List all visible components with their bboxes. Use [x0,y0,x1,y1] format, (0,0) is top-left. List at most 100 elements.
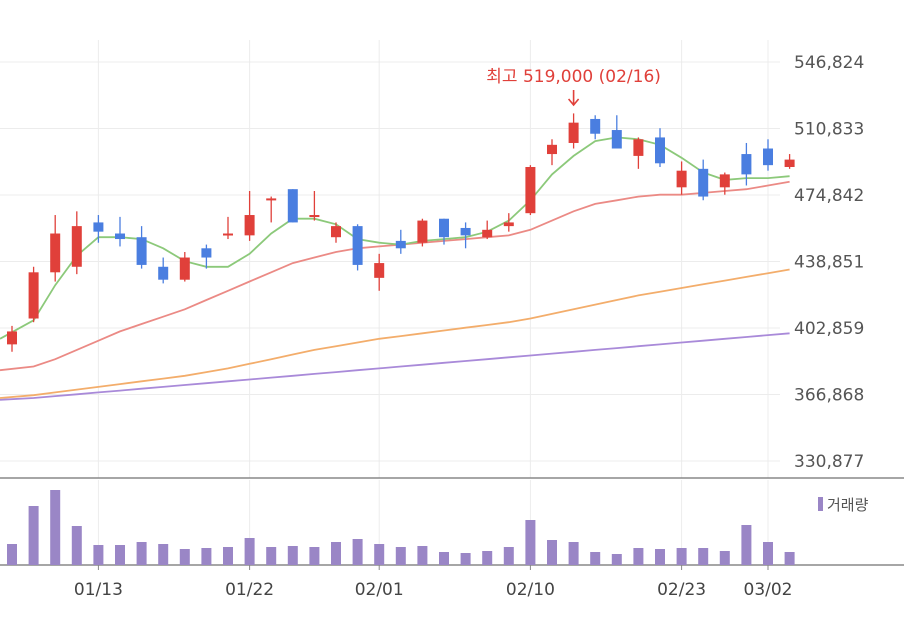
volume-bar [590,552,601,565]
ma60-line [0,268,790,399]
candle [741,142,752,186]
ma120-line [0,332,790,401]
volume-bar [50,490,61,565]
candle-body [590,118,601,134]
candle [655,128,665,167]
volume-bar [201,548,212,565]
volume-bars [7,490,795,565]
candle-body [136,237,147,265]
candle-body [93,222,104,232]
candle [676,161,687,195]
volume-bar [352,539,363,565]
candle-body [395,240,406,249]
volume-bar [395,547,406,565]
candle-body [50,233,61,273]
candle [374,253,385,291]
volume-bar [331,542,341,565]
high-annotation: 최고 519,000 (02/16) [486,67,661,107]
volume-bar [547,540,557,565]
candle [763,139,773,171]
y-tick-label: 438,851 [794,252,864,272]
candle [28,266,39,323]
y-tick-label: 510,833 [794,119,864,139]
volume-bar [719,551,730,565]
candle-body [352,226,363,265]
candle-body [7,331,17,345]
volume-bar [7,544,17,565]
candle-body [28,272,39,319]
candle [568,113,579,149]
volume-bar [676,548,687,565]
volume-bar [244,538,255,565]
candle [482,220,493,240]
volume-bar [611,554,622,565]
candle-body [525,166,536,214]
moving-average-lines [0,136,790,401]
candle-body [287,189,298,223]
candlesticks [7,113,795,352]
arrow-down-icon [567,90,580,107]
y-tick-label: 546,824 [794,53,864,73]
volume-grid [97,480,769,565]
candle-body [115,233,125,240]
candle-body [741,154,752,175]
candle [287,189,298,223]
volume-bar [525,520,536,565]
grid [0,40,780,478]
price-axis: 546,824 510,833 474,842 438,851 402,859 366,8… [794,53,864,472]
volume-bar [266,547,277,565]
candle-body [633,139,644,156]
candle [719,172,730,195]
x-tick-label: 02/23 [657,580,706,600]
volume-legend-swatch [818,497,823,511]
x-tick-label: 03/02 [744,580,793,600]
candle-body [611,130,622,149]
candle [331,222,341,243]
date-axis: 01/13 01/22 02/01 02/10 02/23 03/02 [74,565,793,600]
candle [503,213,514,232]
volume-bar [136,542,147,565]
candle [71,211,82,275]
volume-legend: 거래량 [818,496,869,514]
volume-bar [784,552,795,565]
x-tick-label: 02/10 [506,580,555,600]
volume-bar [655,549,665,565]
volume-legend-label: 거래량 [827,496,869,514]
candle [590,115,601,140]
candle-body [503,222,514,227]
volume-bar [460,553,471,565]
volume-bar [309,547,320,565]
candle-body [655,137,665,164]
candle [395,229,406,254]
candle-body [763,148,773,166]
candle-body [719,174,730,188]
candle [611,115,622,149]
volume-bar [568,542,579,565]
candle-body [568,122,579,143]
volume-bar [115,545,125,565]
candle-body [374,263,385,278]
volume-bar [439,552,449,565]
volume-bar [374,544,385,565]
candle [784,154,795,169]
volume-bar [482,551,493,565]
candle [460,222,471,249]
candle-body [158,266,169,280]
volume-bar [71,526,82,565]
volume-bar [633,548,644,565]
candle [50,215,61,282]
volume-bar [763,542,773,565]
candle-body [331,226,341,238]
volume-bar [93,545,104,565]
y-tick-label: 366,868 [794,386,864,406]
candle-body [179,257,190,280]
candle-body [266,198,277,201]
x-tick-label: 01/22 [225,580,274,600]
candle [201,244,212,269]
candle-body [676,170,687,188]
candle [266,196,277,223]
candle [7,325,17,352]
candle [179,251,190,282]
volume-bar [223,547,233,565]
